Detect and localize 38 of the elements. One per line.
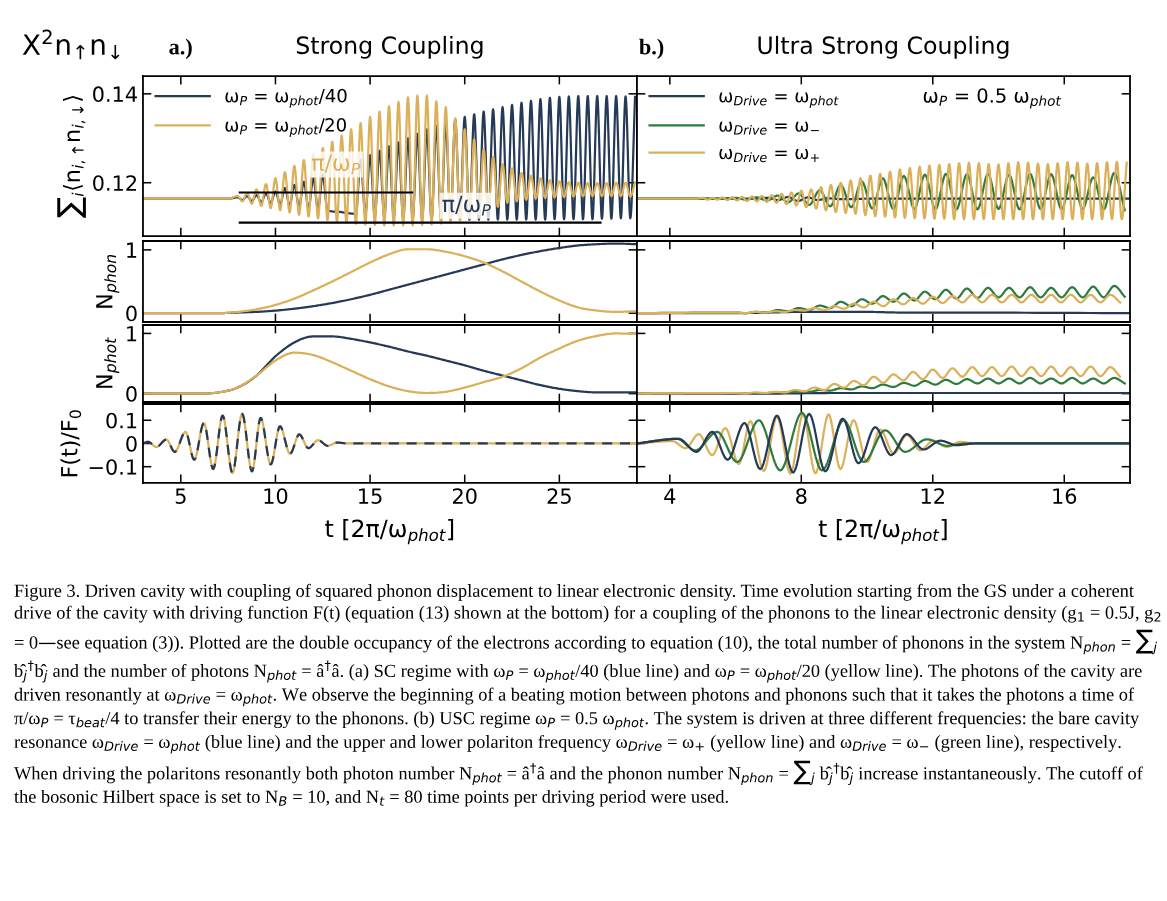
annotation: π/ω$_{P}$: [442, 195, 491, 216]
y-tick-label: 0: [126, 435, 137, 452]
x-axis-title: t [2π/ω$_{phot}$]: [325, 519, 454, 545]
y-tick-label: 1: [127, 242, 137, 258]
y-tick-label: 0.12: [93, 175, 137, 191]
annotation: ω$_{P}$ = 0.5 ω$_{phot}$: [923, 88, 1062, 109]
y-axis-title: F(t)/F$_{0}$: [60, 410, 82, 477]
y-axis-title: N$_{phot}$: [96, 337, 120, 388]
y-tick-label: 1: [127, 326, 137, 342]
y-tick-label: 0.14: [93, 86, 137, 103]
legend-label: ω$_{Drive}$ = ω$_{+}$: [719, 149, 819, 163]
x-tick-label: 12: [921, 488, 944, 504]
y-tick-label: 0: [126, 386, 137, 402]
text: b.): [639, 38, 664, 59]
x-axis-title: t [2π/ω$_{phot}$]: [818, 519, 947, 545]
legend-label: ω$_{Drive}$ = ω$_{−}$: [719, 121, 819, 135]
x-tick-label: 5: [175, 488, 186, 504]
chart-title: Strong Coupling: [296, 35, 483, 59]
y-tick-label: 0: [126, 305, 137, 322]
x-tick-label: 4: [664, 488, 676, 504]
x-tick-label: 15: [359, 488, 382, 504]
text: Figure 3. Driven cavity with coupling of squared phonon displacement to linear electronic density. Time evolution starting from the GS under a coherent drive of the cavity with driving function F(t) (equation (13) shown at the bottom) for a coupling of the phonons to the linear electronic density (g$_{1}$ = 0.5J, g$_{2}$ = 0—see equation (3)). Plotted are the double occupancy of the electrons according to equation (10), the total number of phonons in the system N$_{phon}$ = ∑$_{j}$ b̂$_{j}$$^{†}$b̂$_{j}$ and the number of photons N$_{phot}$ = â$^{†}$â. (a) SC regime with ω$_{P}$ = ω$_{phot}$/40 (blue line) and ω$_{P}$ = ω$_{phot}$/20 (yellow line). The photons of the cavity are driven resonantly at ω$_{Drive}$ = ω$_{phot}$. We observe the beginning of a beating motion between photons and phonons such that it takes the photons a time of π/ω$_{P}$ = τ$_{beat}$/4 to transfer their energy to the phonons. (b) USC regime ω$_{P}$ = 0.5 ω$_{phot}$. The system is driven at three different frequencies: the bare cavity resonance ω$_{Drive}$ = ω$_{phot}$ (blue line) and the upper and lower polariton frequency ω$_{Drive}$ = ω$_{+}$ (yellow line) and ω$_{Drive}$ = ω$_{−}$ (green line), respectively. When driving the polaritons resonantly both photon number N$_{phot}$ = â$^{†}$â and the phonon number N$_{phon}$ = ∑$_{j}$ b̂$_{j}$$^{†}$b̂$_{j}$ increase instantaneously. The cutoff of the bosonic Hilbert space is set to N$_{B}$ = 10, and N$_{t}$ = 80 time points per driving period were used.: [14, 583, 1161, 807]
y-tick-label: −0.1: [89, 459, 137, 475]
x-tick-label: 25: [547, 488, 571, 504]
x-tick-label: 20: [452, 488, 477, 504]
y-axis-title: N$_{phon}$: [96, 254, 120, 308]
x-tick-label: 10: [264, 488, 288, 504]
text: X$^{2}$n$_{↑}$n$_{↓}$: [22, 29, 120, 60]
text: a.): [169, 38, 192, 59]
annotation: π/ω$_{P}$: [311, 154, 361, 175]
legend-label: ω$_{P}$ = ω$_{phot}$/20: [225, 118, 346, 138]
legend-label: ω$_{Drive}$ = ω$_{phot}$: [719, 92, 839, 108]
x-tick-label: 16: [1053, 488, 1077, 504]
y-tick-label: 0.1: [106, 412, 137, 429]
legend-label: ω$_{P}$ = ω$_{phot}$/40: [225, 88, 347, 108]
chart-title: Ultra Strong Coupling: [758, 35, 1009, 59]
y-axis-title: ∑$_{i}$⟨n$_{i,↑}$n$_{i,↓}$⟩: [57, 96, 86, 218]
x-tick-label: 8: [796, 488, 807, 504]
